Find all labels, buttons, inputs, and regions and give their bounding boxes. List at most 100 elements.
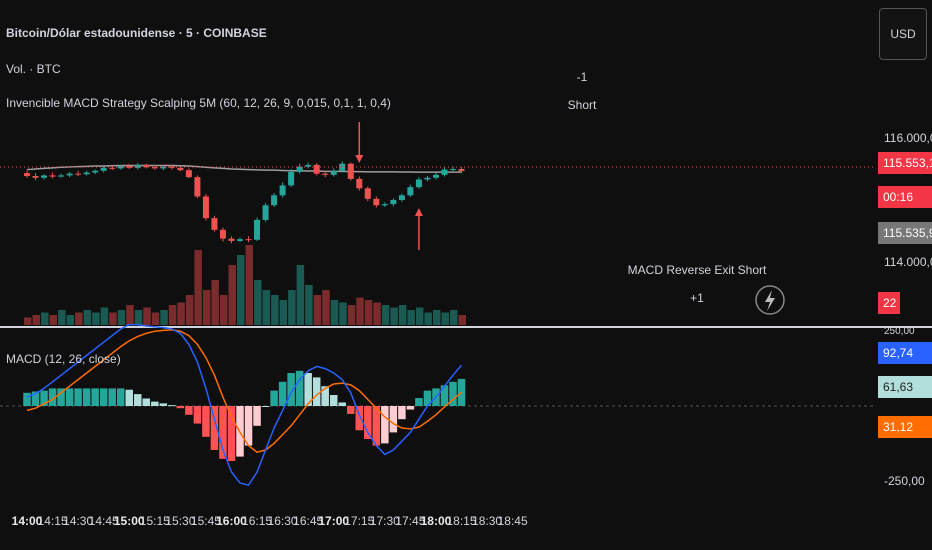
candle-body bbox=[390, 199, 397, 205]
time-tick: 15:45 bbox=[190, 514, 221, 528]
histogram-bar bbox=[125, 389, 133, 406]
volume-bar bbox=[75, 312, 83, 325]
exit-qty-label: +1 bbox=[690, 291, 704, 305]
volume-bar bbox=[296, 265, 305, 325]
time-tick: 18:00 bbox=[420, 514, 452, 528]
candle-body bbox=[177, 167, 184, 171]
time-tick: 14:00 bbox=[11, 514, 43, 528]
ma-line bbox=[26, 164, 462, 173]
candle-body bbox=[219, 229, 226, 239]
time-tick: 17:45 bbox=[395, 514, 426, 528]
volume-bar bbox=[126, 305, 134, 325]
volume-bar bbox=[424, 312, 432, 325]
candle-body bbox=[211, 218, 218, 230]
candle-body bbox=[305, 164, 312, 167]
candle-body bbox=[424, 177, 431, 180]
candle-body bbox=[109, 167, 116, 169]
histogram-bar bbox=[338, 402, 346, 406]
histogram-bar bbox=[227, 406, 236, 461]
candle-body bbox=[58, 175, 65, 177]
candle-body bbox=[194, 177, 201, 197]
time-tick: 15:00 bbox=[113, 514, 145, 528]
volume-bar bbox=[143, 307, 151, 325]
macd-value-badge: 92,74 bbox=[878, 342, 932, 364]
volume-bar bbox=[109, 312, 117, 325]
strategy-legend[interactable]: Invencible MACD Strategy Scalping 5M (60… bbox=[6, 96, 391, 110]
candle-body bbox=[134, 164, 141, 168]
histogram-bar bbox=[91, 388, 99, 406]
histogram-bar bbox=[244, 406, 253, 446]
candle-body bbox=[168, 166, 175, 168]
time-tick: 16:15 bbox=[242, 514, 273, 528]
histogram-bar bbox=[295, 370, 304, 406]
histogram-bar bbox=[312, 377, 321, 406]
candle-body bbox=[66, 173, 73, 176]
time-tick: 14:45 bbox=[88, 514, 119, 528]
volume-bar bbox=[381, 305, 390, 325]
candle-body bbox=[450, 168, 456, 170]
histogram-bar bbox=[176, 406, 185, 409]
histogram-bar bbox=[210, 406, 219, 450]
volume-bar bbox=[458, 315, 467, 325]
volume-bar bbox=[168, 305, 177, 325]
volume-bar bbox=[398, 305, 407, 325]
candle-body bbox=[330, 170, 337, 175]
histogram-bar bbox=[74, 388, 82, 406]
volume-bar bbox=[219, 295, 228, 325]
volume-bar bbox=[92, 312, 100, 325]
candle-body bbox=[271, 195, 278, 206]
volume-bar bbox=[41, 312, 49, 325]
volume-bar bbox=[32, 315, 41, 325]
volume-bar bbox=[390, 307, 398, 325]
histogram-bar bbox=[65, 388, 74, 406]
macd-line bbox=[26, 323, 463, 487]
candle-body bbox=[237, 239, 243, 241]
time-tick: 18:15 bbox=[446, 514, 477, 528]
histogram-bar bbox=[278, 381, 287, 406]
histogram-bar bbox=[304, 373, 312, 406]
histogram-bar bbox=[23, 392, 31, 406]
candle-body bbox=[296, 166, 303, 172]
histogram-bar bbox=[48, 388, 57, 406]
histogram-bar bbox=[398, 406, 406, 420]
candle-body bbox=[151, 167, 158, 169]
time-tick: 17:15 bbox=[344, 514, 375, 528]
volume-bar bbox=[347, 305, 356, 325]
time-tick: 14:15 bbox=[37, 514, 68, 528]
time-tick: 16:30 bbox=[267, 514, 298, 528]
volume-bar bbox=[177, 302, 185, 325]
volume-bar bbox=[313, 295, 322, 325]
lightning-icon[interactable] bbox=[755, 285, 785, 315]
histogram-bar bbox=[423, 390, 432, 406]
price-tick-114000: 114.000,00 bbox=[884, 255, 932, 269]
macd-top-tick: 250,00 bbox=[884, 326, 915, 337]
volume-bar bbox=[322, 290, 330, 325]
volume-bar bbox=[117, 310, 126, 325]
volume-bar bbox=[254, 280, 262, 325]
volume-bar bbox=[373, 302, 381, 325]
candle-body bbox=[415, 179, 422, 188]
histogram-bar bbox=[364, 406, 372, 439]
candle-body bbox=[288, 171, 295, 186]
volume-bar bbox=[330, 300, 339, 325]
volume-bar bbox=[407, 310, 415, 325]
candle-body bbox=[313, 164, 320, 174]
histogram-bar bbox=[347, 406, 355, 414]
volume-bar bbox=[339, 302, 347, 325]
volume-bar bbox=[356, 297, 364, 325]
currency-button[interactable]: USD bbox=[879, 8, 927, 60]
macd-legend[interactable]: MACD (12, 26, close) bbox=[6, 352, 121, 366]
volume-bar bbox=[364, 300, 373, 325]
candle-body bbox=[202, 196, 209, 219]
short-qty-label: -1 bbox=[576, 70, 588, 84]
current-price-badge: 115.553,15 bbox=[878, 152, 932, 174]
candle-body bbox=[75, 173, 82, 175]
symbol-title[interactable]: Bitcoin/Dólar estadounidense · 5 · COINB… bbox=[6, 26, 267, 40]
histogram-bar bbox=[57, 388, 65, 406]
histogram-bar bbox=[193, 406, 202, 424]
volume-bar bbox=[58, 310, 66, 325]
volume-legend[interactable]: Vol. · BTC bbox=[6, 62, 61, 76]
histogram-bar bbox=[40, 390, 48, 406]
volume-bar bbox=[134, 310, 143, 325]
